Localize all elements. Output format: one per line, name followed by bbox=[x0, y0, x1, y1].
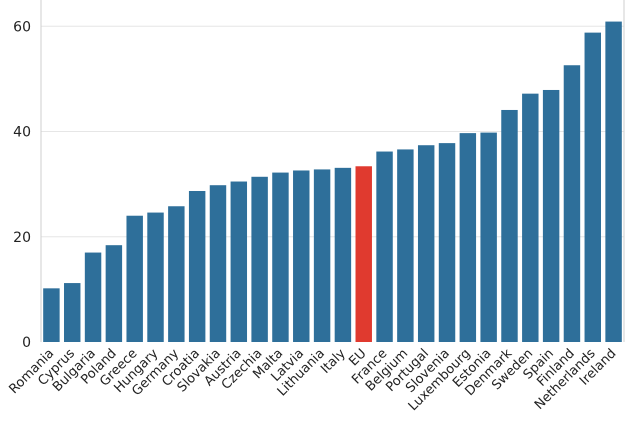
bar-denmark bbox=[501, 109, 518, 342]
bar-luxembourg bbox=[459, 133, 477, 342]
bar-austria bbox=[230, 181, 248, 342]
bar-slovakia bbox=[209, 185, 227, 342]
bar-malta bbox=[272, 172, 289, 342]
x-axis-ticks: RomaniaCyprusBulgariaPolandGreeceHungary… bbox=[6, 346, 619, 414]
bar-italy bbox=[334, 167, 352, 342]
y-axis-ticks: 0 20 40 60 bbox=[13, 19, 31, 351]
bar-bulgaria bbox=[84, 252, 102, 342]
bar-finland bbox=[563, 65, 581, 343]
bar-belgium bbox=[397, 149, 414, 342]
bar-germany bbox=[168, 206, 185, 342]
bar-slovenia bbox=[438, 143, 456, 342]
bar-eu bbox=[355, 166, 372, 342]
bar-romania bbox=[43, 288, 60, 342]
bar-greece bbox=[126, 215, 143, 342]
x-tick-label-italy: Italy bbox=[318, 346, 349, 377]
bar-netherlands bbox=[584, 32, 601, 342]
y-tick-label: 60 bbox=[13, 19, 31, 35]
bars bbox=[43, 21, 622, 343]
bar-ireland bbox=[605, 21, 622, 343]
bar-latvia bbox=[293, 170, 310, 342]
bar-portugal bbox=[417, 145, 435, 342]
bar-cyprus bbox=[64, 283, 81, 342]
bar-estonia bbox=[480, 132, 497, 342]
bar-lithuania bbox=[313, 169, 331, 342]
bar-hungary bbox=[147, 212, 164, 342]
y-tick-label: 40 bbox=[13, 125, 31, 141]
bar-poland bbox=[105, 245, 123, 342]
bar-sweden bbox=[522, 93, 539, 342]
bar-croatia bbox=[188, 190, 206, 342]
bar-spain bbox=[542, 89, 560, 342]
y-tick-label: 0 bbox=[22, 335, 31, 351]
bar-czechia bbox=[251, 176, 268, 342]
bar-france bbox=[376, 151, 393, 342]
y-tick-label: 20 bbox=[13, 230, 31, 246]
